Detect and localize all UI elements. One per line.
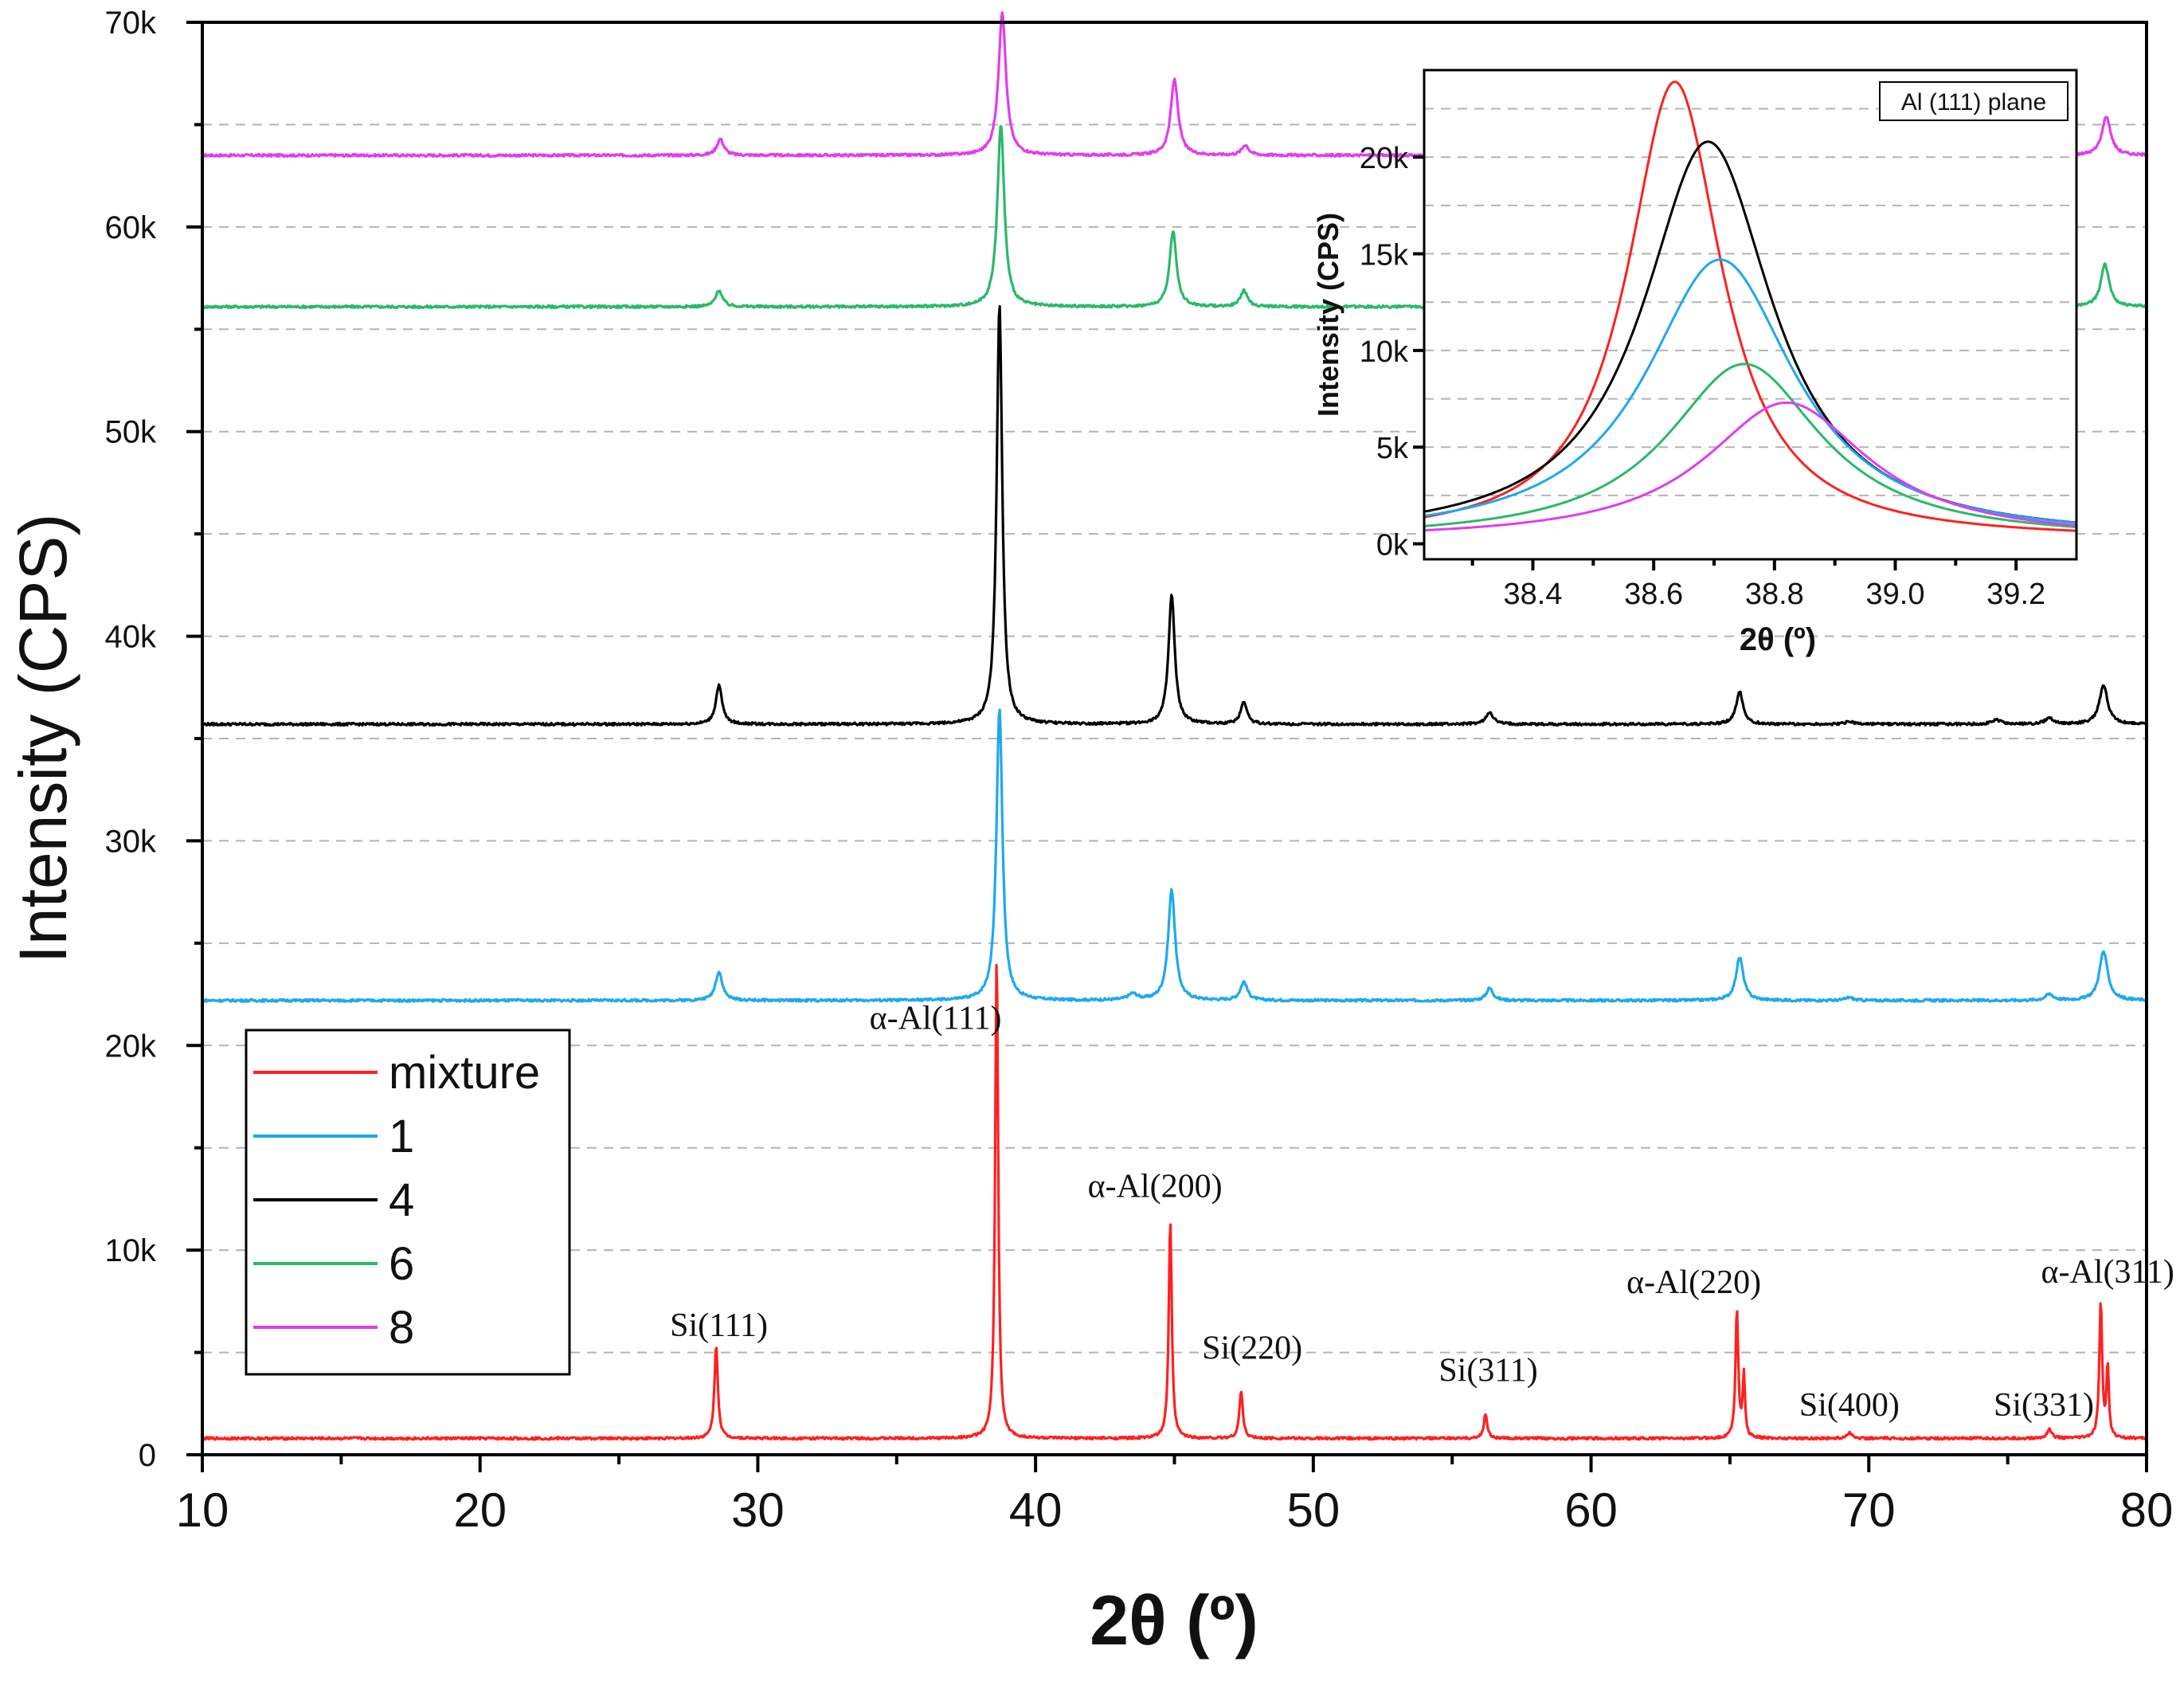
legend-label: 8 (389, 1302, 414, 1354)
legend-label: 6 (389, 1238, 414, 1290)
legend-label: 1 (389, 1111, 414, 1162)
inset-plot-frame (1423, 69, 2078, 561)
y-tick-label: 50k (105, 415, 157, 450)
peak-label: Si(220) (1202, 1330, 1302, 1366)
inset-title-box (1879, 81, 2069, 121)
inset-y-tick-label: 0k (1376, 529, 1409, 562)
x-tick-label: 70 (1842, 1483, 1896, 1537)
x-tick-label: 80 (2120, 1483, 2174, 1537)
x-tick-label: 10 (176, 1483, 229, 1537)
series-line-4 (201, 305, 2148, 727)
x-tick-label: 30 (731, 1483, 785, 1537)
legend: mixture 1 4 6 8 (245, 1029, 571, 1376)
peak-label: α-Al(200) (1088, 1168, 1223, 1205)
peak-annotations: Si(111) α-Al(111) α-Al(200) Si(220) Si(311) α… (670, 1001, 2174, 1424)
y-tick-label: 40k (105, 620, 157, 655)
x-tick-label: 20 (453, 1483, 507, 1537)
peak-label: Si(311) (1438, 1353, 1537, 1389)
inset-background (1424, 70, 2076, 559)
inset-series-line-6 (1423, 362, 2077, 528)
y-tick-label: 0 (139, 1438, 156, 1473)
peak-label: α-Al(220) (1626, 1264, 1761, 1301)
x-tick-label: 60 (1564, 1483, 1618, 1537)
inset-y-tick-label: 20k (1360, 142, 1409, 175)
series-line-1 (202, 708, 2148, 1003)
x-axis-title: 2θ (º) (1090, 1581, 1258, 1660)
peak-label: α-Al(111) (870, 1001, 1002, 1037)
inset-series-line-mixture (1423, 80, 2077, 532)
legend-box (245, 1029, 571, 1376)
inset-axis-ticks: 38.4 38.6 38.8 39.0 39.2 0k 5k 10k 15k 20k (1360, 142, 2045, 611)
y-tick-label: 10k (105, 1233, 157, 1268)
inset-series-line-8 (1423, 401, 2077, 532)
inset-series-group (1423, 80, 2077, 532)
inset-x-tick-label: 39.0 (1866, 578, 1925, 611)
peak-label: α-Al(311) (2041, 1254, 2174, 1291)
y-tick-label: 60k (105, 210, 157, 245)
inset-x-tick-label: 39.2 (1986, 578, 2045, 611)
y-tick-label: 20k (105, 1029, 157, 1064)
inset-y-tick-label: 15k (1360, 239, 1409, 272)
x-tick-label: 40 (1009, 1483, 1063, 1537)
inset-x-axis-title: 2θ (º) (1740, 622, 1816, 657)
inset-x-tick-label: 38.6 (1624, 578, 1683, 611)
y-axis-title: Intensity (CPS) (6, 514, 80, 964)
inset-x-tick-label: 38.4 (1504, 578, 1563, 611)
peak-label: Si(400) (1799, 1387, 1900, 1424)
inset-y-tick-label: 5k (1376, 432, 1409, 465)
y-tick-label: 70k (105, 6, 157, 41)
inset-title: Al (111) plane (1901, 89, 2046, 116)
inset-x-tick-label: 38.8 (1745, 578, 1804, 611)
inset-y-tick-label: 10k (1360, 335, 1409, 369)
series-line-mixture (202, 963, 2147, 1441)
y-tick-label: 30k (105, 824, 157, 859)
x-tick-label: 50 (1286, 1483, 1340, 1537)
legend-label: 4 (389, 1174, 414, 1226)
inset-y-axis-title: Intensity (CPS) (1312, 213, 1344, 417)
peak-label: Si(111) (670, 1307, 768, 1344)
peak-label: Si(331) (1994, 1387, 2094, 1424)
legend-label: mixture (389, 1047, 540, 1099)
